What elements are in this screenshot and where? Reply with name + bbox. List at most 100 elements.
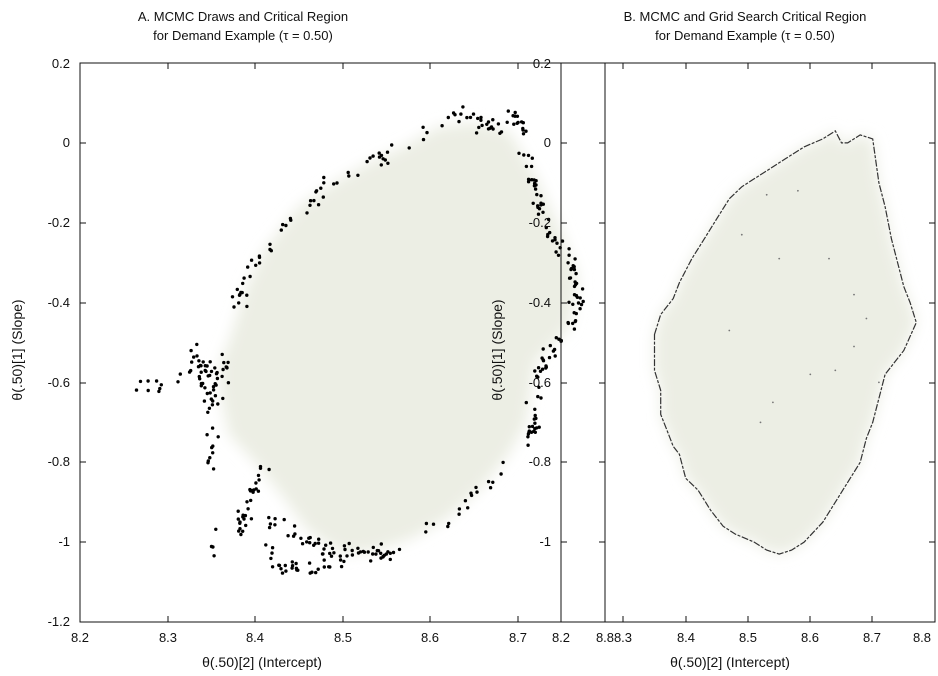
mcmc-draw-point bbox=[535, 374, 539, 378]
mcmc-draw-point bbox=[322, 547, 326, 551]
mcmc-draw-point bbox=[308, 571, 312, 575]
mcmc-draw-point bbox=[296, 568, 300, 572]
panel-b-y-tick-label: 0 bbox=[544, 135, 551, 150]
mcmc-draw-point bbox=[251, 490, 255, 494]
mcmc-draw-point bbox=[268, 522, 273, 526]
mcmc-draw-point bbox=[533, 413, 537, 418]
mcmc-draw-point bbox=[281, 222, 285, 227]
panel-b-x-tick-label: 8.3 bbox=[614, 630, 632, 645]
mcmc-draw-point bbox=[391, 550, 396, 555]
mcmc-draw-point bbox=[211, 451, 215, 455]
mcmc-draw-point bbox=[328, 541, 333, 545]
mcmc-draw-point bbox=[573, 319, 578, 323]
mcmc-draw-point bbox=[222, 360, 226, 365]
mcmc-draw-point bbox=[446, 115, 450, 120]
mcmc-draw-point bbox=[385, 150, 390, 154]
mcmc-draw-point bbox=[308, 199, 313, 203]
panel-a-x-tick-label: 8.6 bbox=[421, 630, 439, 645]
mcmc-draw-point bbox=[279, 228, 283, 232]
panel-a-y-tick-label: 0.2 bbox=[52, 56, 70, 71]
mcmc-draw-point bbox=[243, 513, 248, 518]
mcmc-draw-point bbox=[541, 347, 545, 351]
mcmc-draw-point bbox=[292, 524, 297, 528]
mcmc-draw-point bbox=[530, 178, 534, 182]
mcmc-draw-point bbox=[322, 558, 326, 562]
mcmc-draw-point bbox=[501, 460, 505, 465]
mcmc-draw-point bbox=[572, 327, 577, 331]
mcmc-draw-point bbox=[226, 381, 231, 385]
mcmc-draw-point bbox=[356, 173, 360, 177]
mcmc-draw-point bbox=[498, 131, 502, 135]
mcmc-draw-point bbox=[178, 372, 182, 376]
mcmc-draw-point bbox=[526, 435, 530, 439]
mcmc-draw-point bbox=[206, 459, 210, 463]
mcmc-draw-point bbox=[241, 515, 245, 519]
mcmc-draw-point bbox=[246, 265, 250, 269]
mcmc-draw-point bbox=[257, 478, 261, 482]
mcmc-draw-point bbox=[546, 217, 551, 222]
mcmc-draw-point bbox=[254, 263, 258, 267]
mcmc-draw-point bbox=[270, 551, 274, 555]
mcmc-draw-point bbox=[214, 372, 219, 376]
mcmc-draw-point bbox=[221, 367, 225, 372]
mcmc-draw-point bbox=[356, 546, 360, 550]
mcmc-draw-point bbox=[521, 126, 525, 131]
grid-search-point bbox=[740, 233, 743, 236]
mcmc-draw-point bbox=[524, 129, 528, 133]
mcmc-draw-point bbox=[277, 563, 282, 568]
mcmc-draw-point bbox=[546, 232, 550, 237]
mcmc-draw-point bbox=[138, 379, 143, 384]
mcmc-draw-point bbox=[249, 498, 253, 503]
mcmc-draw-point bbox=[294, 561, 298, 566]
mcmc-draw-point bbox=[465, 115, 469, 120]
mcmc-draw-point bbox=[230, 295, 235, 299]
mcmc-draw-point bbox=[203, 368, 207, 373]
mcmc-draw-point bbox=[195, 354, 199, 358]
mcmc-draw-point bbox=[375, 548, 379, 553]
panel-b: B. MCMC and Grid Search Critical Region … bbox=[489, 9, 936, 670]
panel-a-y-tick-label: -0.8 bbox=[48, 454, 70, 469]
mcmc-draw-point bbox=[317, 537, 321, 541]
mcmc-draw-point bbox=[241, 281, 245, 286]
panel-a-x-tick-label: 8.2 bbox=[71, 630, 89, 645]
mcmc-draw-point bbox=[201, 360, 205, 364]
mcmc-draw-point bbox=[319, 186, 323, 190]
mcmc-draw-point bbox=[540, 367, 545, 371]
mcmc-draw-point bbox=[158, 386, 162, 391]
mcmc-draw-point bbox=[479, 115, 483, 120]
panel-b-x-tick-label: 8.8 bbox=[913, 630, 931, 645]
panel-b-title-line-2: for Demand Example (τ = 0.50) bbox=[655, 28, 835, 43]
mcmc-draw-point bbox=[314, 570, 318, 575]
mcmc-draw-point bbox=[386, 161, 390, 165]
mcmc-draw-point bbox=[211, 388, 216, 392]
mcmc-draw-point bbox=[538, 369, 543, 373]
mcmc-draw-point bbox=[211, 467, 216, 471]
mcmc-draw-point bbox=[366, 550, 370, 554]
mcmc-draw-point bbox=[192, 355, 196, 359]
mcmc-draw-point bbox=[321, 552, 325, 556]
mcmc-draw-point bbox=[213, 394, 218, 398]
mcmc-draw-point bbox=[530, 156, 534, 160]
mcmc-draw-point bbox=[226, 360, 230, 365]
mcmc-draw-point bbox=[488, 486, 493, 490]
mcmc-draw-point bbox=[536, 394, 540, 399]
mcmc-draw-point bbox=[245, 304, 249, 309]
mcmc-draw-point bbox=[210, 445, 214, 450]
mcmc-draw-point bbox=[560, 239, 565, 243]
mcmc-draw-point bbox=[421, 125, 425, 129]
mcmc-draw-point bbox=[421, 137, 426, 142]
mcmc-draw-point bbox=[537, 385, 541, 389]
mcmc-draw-point bbox=[225, 366, 229, 370]
panel-b-y-tick-label: -1 bbox=[539, 534, 551, 549]
panel-b-x-tick-label: 8.4 bbox=[677, 630, 695, 645]
mcmc-draw-point bbox=[539, 396, 543, 400]
mcmc-draw-point bbox=[345, 554, 349, 558]
mcmc-draw-point bbox=[299, 536, 303, 540]
mcmc-draw-point bbox=[313, 541, 317, 546]
mcmc-draw-point bbox=[461, 105, 465, 109]
mcmc-draw-point bbox=[209, 397, 213, 401]
mcmc-draw-point bbox=[491, 480, 495, 484]
mcmc-draw-point bbox=[332, 551, 336, 555]
mcmc-draw-point bbox=[210, 403, 215, 407]
panel-a-x-tick-label: 8.3 bbox=[159, 630, 177, 645]
